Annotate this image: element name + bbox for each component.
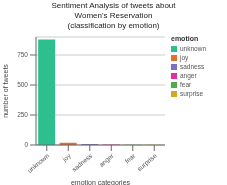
html-text:emotion: emotion (171, 35, 199, 42)
svg-text:0: 0 (24, 141, 28, 148)
svg-text:250: 250 (17, 111, 28, 118)
html-text:Sentiment Analysis of tweets a: Sentiment Analysis of tweets about (51, 1, 176, 10)
svg-text:emotion categories: emotion categories (71, 179, 131, 185)
html-text:fear: fear (180, 81, 192, 88)
html-text:Women's Reservation: Women's Reservation (74, 11, 153, 20)
html-text:anger: anger (180, 72, 197, 79)
html-text:sadness: sadness (180, 63, 205, 70)
svg-text:anger: anger (98, 151, 117, 168)
svg-text:joy: joy (60, 151, 73, 164)
html-text:unknown: unknown (180, 45, 206, 52)
svg-text:750: 750 (17, 51, 28, 58)
svg-text:surprise: surprise (136, 152, 159, 173)
html-text:(classification by emotion): (classification by emotion) (67, 21, 160, 30)
html-text:joy: joy (180, 54, 189, 61)
svg-text:unknown: unknown (26, 152, 51, 174)
svg-text:number of tweets: number of tweets (8, 64, 9, 118)
svg-text:fear: fear (123, 151, 137, 164)
html-text:surprise: surprise (180, 90, 204, 97)
svg-text:500: 500 (17, 81, 28, 88)
svg-text:sadness: sadness (70, 151, 94, 172)
